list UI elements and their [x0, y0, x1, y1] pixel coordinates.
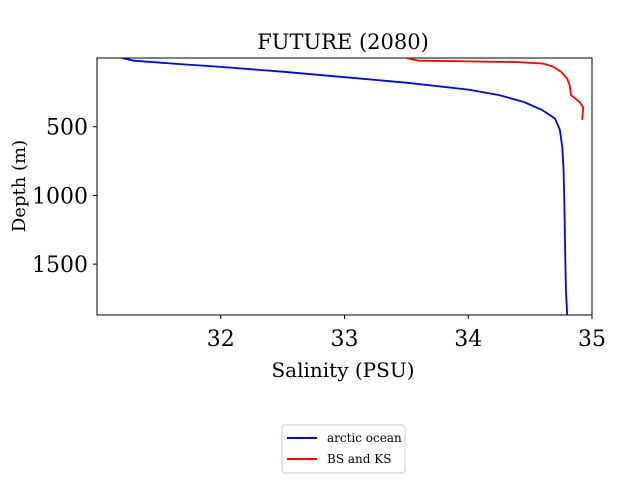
- legend: arctic ocean BS and KS: [281, 424, 406, 474]
- series-line-arctic-ocean: [121, 58, 569, 315]
- x-axis-label: Salinity (PSU): [271, 358, 414, 382]
- y-axis-label: Depth (m): [9, 140, 30, 232]
- x-tick-label: 32: [207, 327, 235, 352]
- legend-label-arctic-ocean: arctic ocean: [327, 431, 402, 445]
- x-tick-label: 35: [578, 327, 606, 352]
- x-tick-label: 33: [331, 327, 359, 352]
- series-lines: [121, 58, 585, 315]
- y-tick-label: 500: [46, 116, 88, 141]
- y-tick-label: 1000: [32, 184, 88, 209]
- legend-label-bs-and-ks: BS and KS: [327, 452, 391, 466]
- plot-frame: [96, 57, 593, 316]
- series-line-bs-and-ks: [406, 58, 585, 120]
- y-tick-label: 1500: [32, 253, 88, 278]
- y-axis: 500 1000 1500: [32, 116, 97, 278]
- chart-title: FUTURE (2080): [257, 30, 429, 54]
- x-axis: 32 33 34 35: [207, 315, 606, 352]
- x-tick-label: 34: [454, 327, 482, 352]
